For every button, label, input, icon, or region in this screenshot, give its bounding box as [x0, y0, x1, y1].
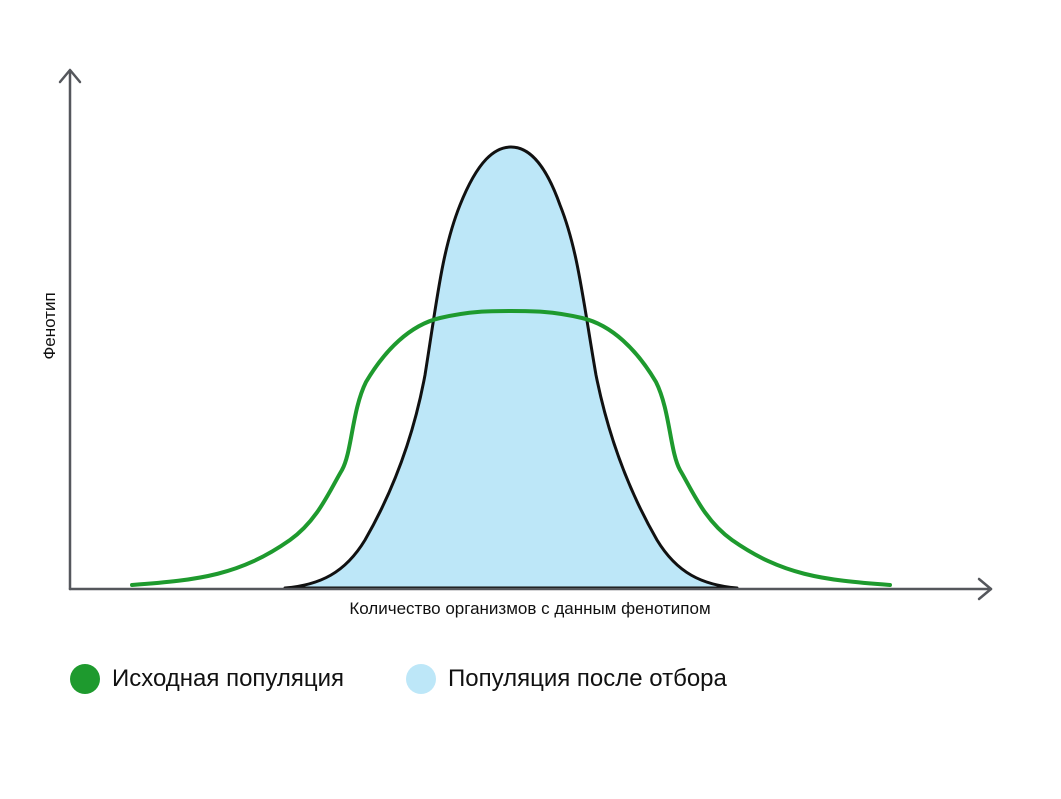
legend: Исходная популяция Популяция после отбор… [70, 664, 727, 694]
selected-population-swatch-icon [406, 664, 437, 694]
legend-item-original: Исходная популяция [70, 664, 344, 694]
original-population-curve [130, 309, 892, 587]
y-axis-label: Фенотип [40, 292, 59, 359]
legend-item-selected: Популяция после отбора [406, 664, 727, 694]
legend-label-original: Исходная популяция [112, 665, 345, 692]
x-axis-label: Количество организмов с данным фенотипом [349, 599, 710, 618]
original-population-swatch-icon [70, 664, 100, 694]
y-axis-arrow [58, 68, 82, 84]
legend-label-selected: Популяция после отбора [448, 665, 727, 692]
selected-population-curve [283, 145, 739, 590]
x-axis-arrow [977, 577, 993, 601]
